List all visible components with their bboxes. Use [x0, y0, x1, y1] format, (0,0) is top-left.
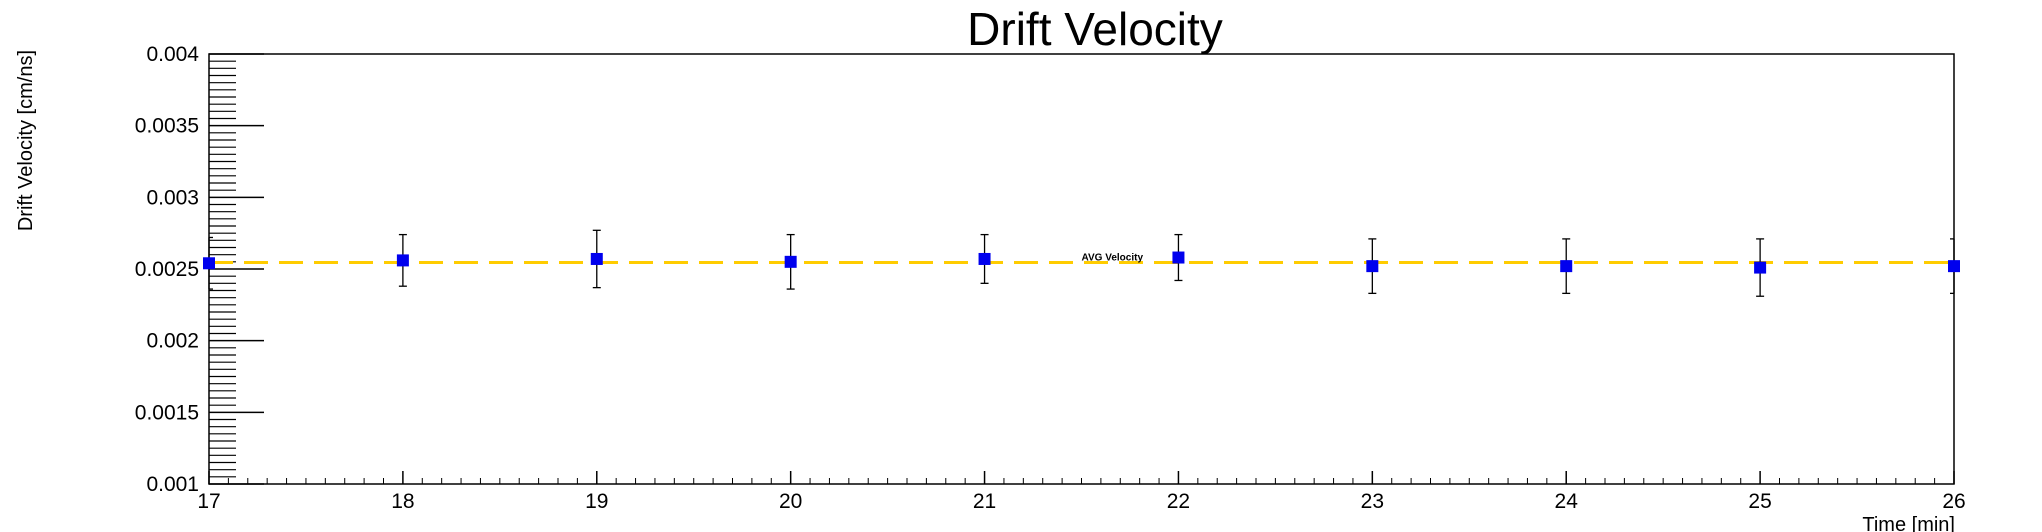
data-point [978, 252, 991, 265]
x-axis: 17 18 19 20 21 22 23 24 25 26 [197, 471, 1966, 513]
y-tick-label: 0.002 [146, 330, 199, 353]
data-point [1366, 260, 1379, 273]
x-axis-title: Time [min] [1862, 514, 1955, 532]
plot-frame [208, 53, 1955, 485]
x-tick-label: 18 [391, 490, 414, 513]
data-point [590, 252, 603, 265]
data-point [396, 254, 409, 267]
x-tick-label: 20 [779, 490, 802, 513]
x-tick-label: 22 [1167, 490, 1190, 513]
y-axis-title: Drift Velocity [cm/ns] [15, 50, 37, 231]
x-tick-label: 24 [1555, 490, 1579, 513]
x-tick-label: 23 [1361, 490, 1384, 513]
y-axis: 0.001 0.0015 0.002 0.0025 0.003 0.0035 0.004 [135, 43, 264, 496]
x-tick-label: 21 [973, 490, 996, 513]
avg-velocity-line-group: AVG Velocity [209, 253, 1954, 265]
data-point [1754, 261, 1767, 274]
data-point [1172, 251, 1185, 264]
y-tick-label: 0.001 [146, 473, 199, 496]
avg-velocity-label: AVG Velocity [1082, 253, 1144, 264]
data-point [1560, 260, 1573, 273]
data-series [203, 229, 1960, 297]
chart-title: Drift Velocity [967, 3, 1223, 55]
data-point [1948, 260, 1960, 273]
x-tick-label: 19 [585, 490, 608, 513]
data-point [784, 255, 797, 268]
y-tick-label: 0.003 [146, 186, 199, 209]
y-tick-label: 0.0015 [135, 401, 199, 424]
x-tick-label: 25 [1748, 490, 1771, 513]
data-point [203, 257, 215, 270]
x-tick-label: 17 [197, 490, 220, 513]
x-tick-label: 26 [1942, 490, 1965, 513]
y-tick-label: 0.0035 [135, 115, 199, 138]
y-tick-label: 0.004 [146, 43, 199, 66]
y-tick-label: 0.0025 [135, 258, 199, 281]
